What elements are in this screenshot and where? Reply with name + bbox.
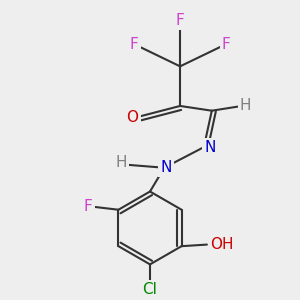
Text: N: N xyxy=(205,140,216,154)
Text: F: F xyxy=(176,13,184,28)
Text: Cl: Cl xyxy=(142,282,158,297)
Text: F: F xyxy=(222,37,230,52)
Text: O: O xyxy=(127,110,139,124)
Text: N: N xyxy=(160,160,172,175)
Text: OH: OH xyxy=(210,237,234,252)
Text: F: F xyxy=(130,37,139,52)
Text: H: H xyxy=(115,154,127,169)
Text: H: H xyxy=(240,98,251,113)
Text: F: F xyxy=(84,199,93,214)
